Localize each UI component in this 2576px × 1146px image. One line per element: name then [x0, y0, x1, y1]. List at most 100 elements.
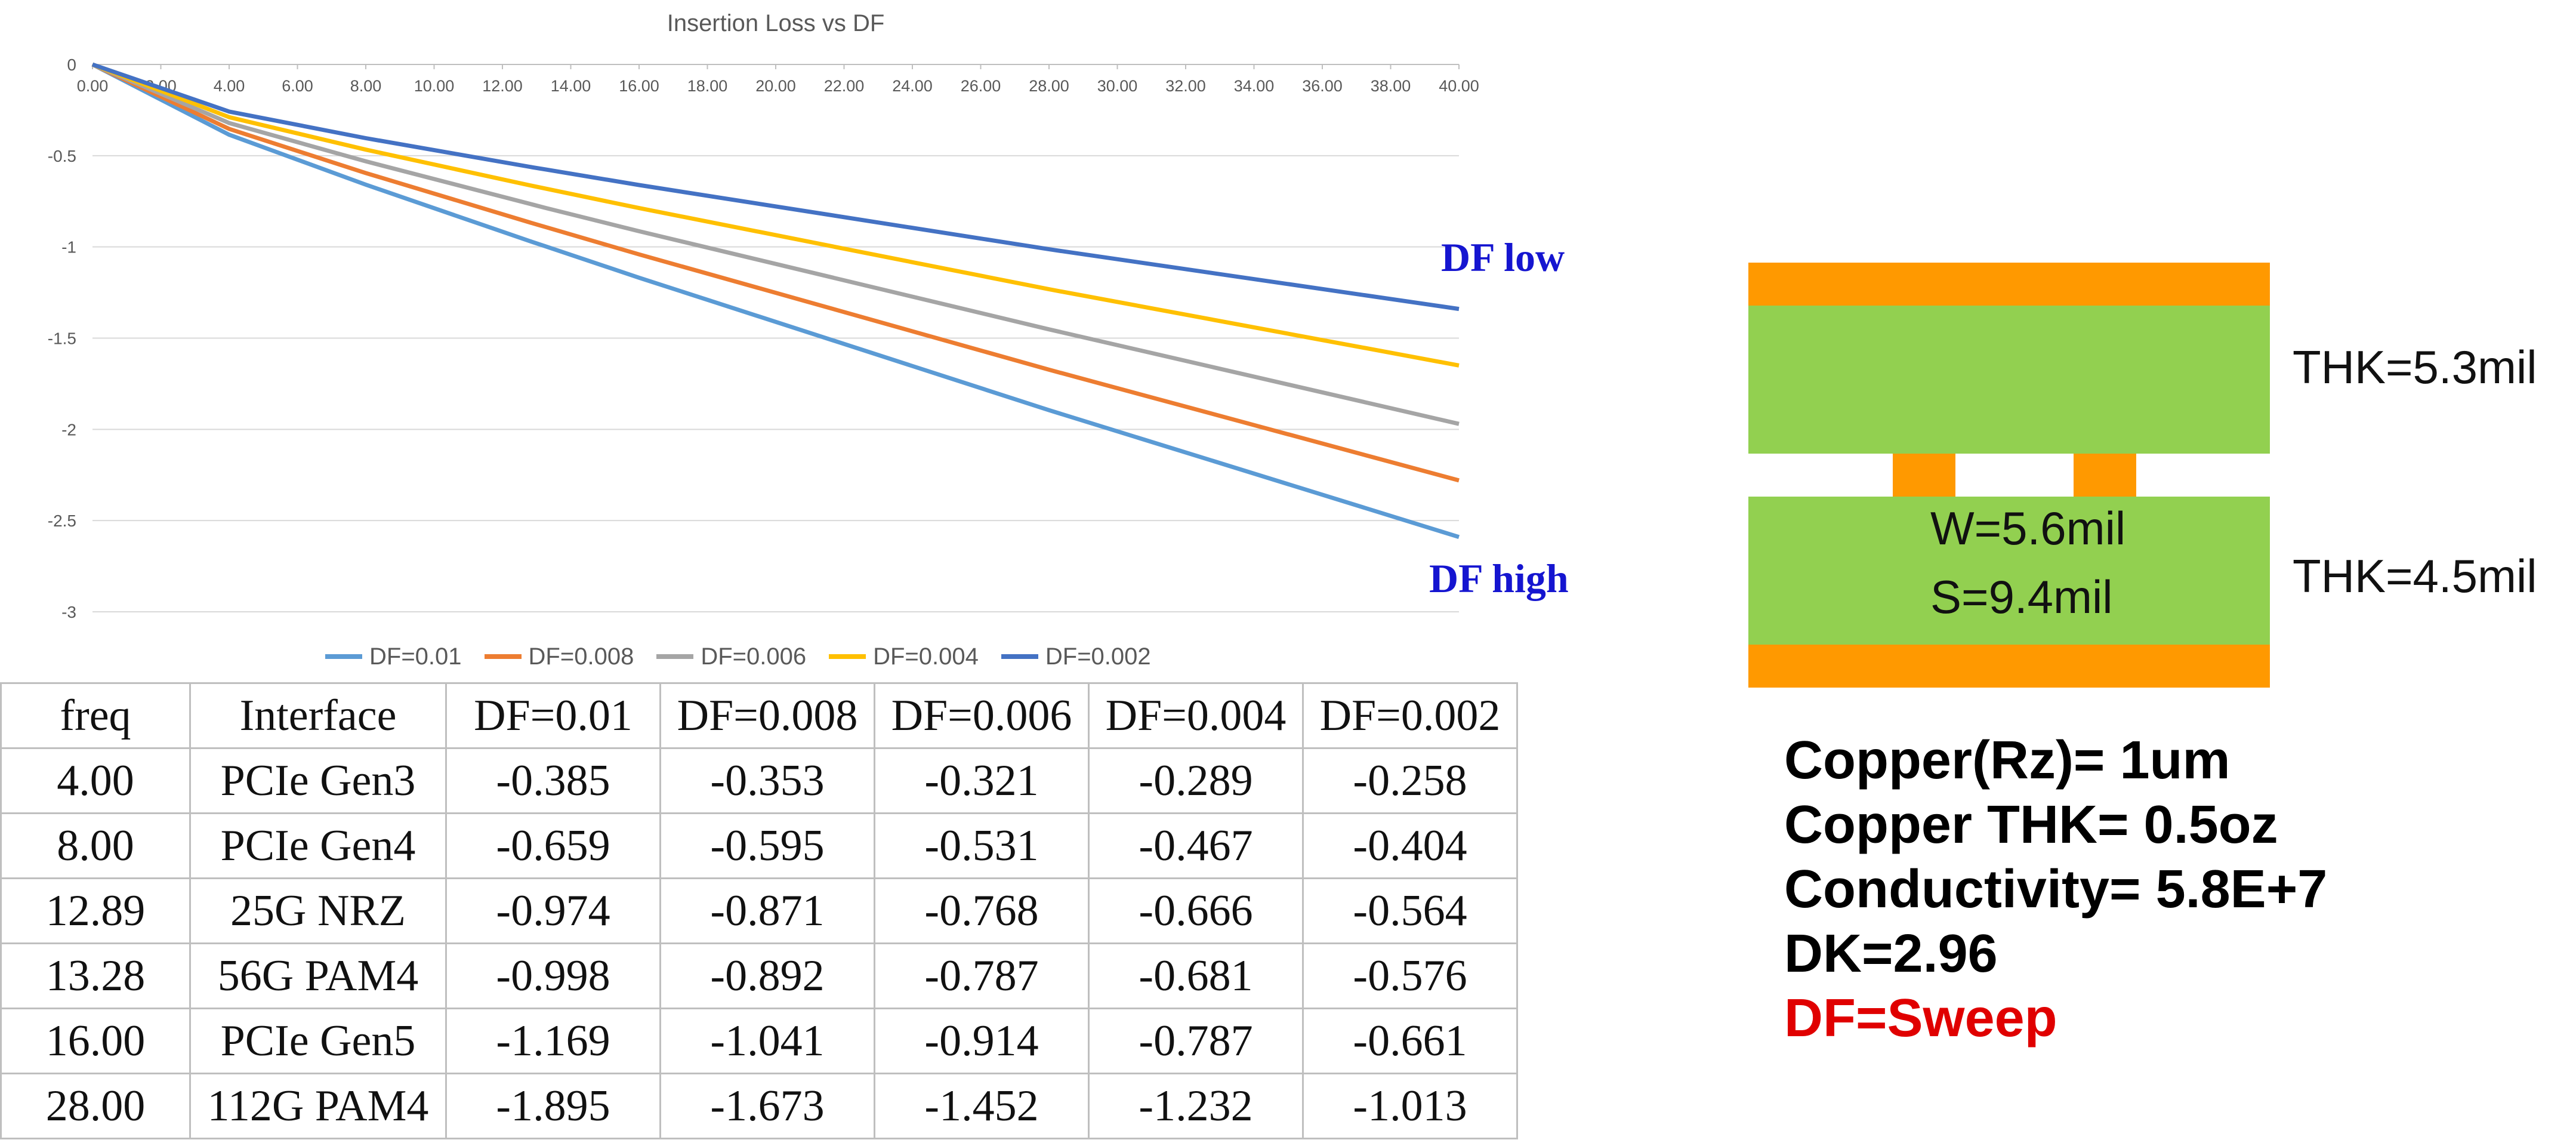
top-copper-plane [1748, 263, 2270, 306]
cell-value: -1.041 [659, 1008, 875, 1074]
y-tick-label: -1.5 [48, 329, 76, 348]
x-tick-label: 40.00 [1439, 77, 1479, 95]
cell-value: -0.385 [445, 747, 661, 814]
x-tick-label: 20.00 [755, 77, 796, 95]
legend-swatch [484, 654, 522, 659]
insertion-loss-table-panel: freq Interface DF=0.01 DF=0.008 DF=0.006… [0, 682, 1518, 1139]
x-tick-label: 36.00 [1302, 77, 1343, 95]
cell-value: -1.673 [659, 1073, 875, 1139]
x-tick-label: 26.00 [961, 77, 1001, 95]
x-tick-label: 18.00 [687, 77, 728, 95]
series-line-df-0-008 [91, 62, 1460, 483]
cell-value: -0.531 [874, 812, 1090, 879]
top-dielectric-layer [1748, 306, 2270, 454]
cell-freq: 16.00 [0, 1008, 191, 1074]
table-row: 12.89 25G NRZ -0.974 -0.871 -0.768 -0.66… [0, 877, 1518, 944]
cell-value: -0.998 [445, 942, 661, 1009]
legend-swatch [325, 654, 362, 659]
width-label: W=5.6mil [1930, 502, 2126, 554]
cell-freq: 4.00 [0, 747, 191, 814]
x-tick-label: 28.00 [1029, 77, 1069, 95]
copper-thickness: Copper THK= 0.5oz [1784, 795, 2278, 855]
cell-value: -0.768 [874, 877, 1090, 944]
header-df-0-01: DF=0.01 [445, 682, 661, 749]
header-df-0-004: DF=0.004 [1088, 682, 1304, 749]
x-tick-label: 12.00 [482, 77, 523, 95]
cell-value: -0.787 [1088, 1008, 1304, 1074]
x-tick-label: 30.00 [1097, 77, 1138, 95]
cell-value: -0.871 [659, 877, 875, 944]
x-tick-label: 6.00 [282, 77, 313, 95]
cell-freq: 13.28 [0, 942, 191, 1009]
chart-legend: DF=0.01 DF=0.008 DF=0.006 DF=0.004 DF=0.002 [325, 639, 1174, 674]
annotation-df-high: DF high [1429, 556, 1569, 601]
y-tick-label: -2.5 [48, 512, 76, 530]
bottom-copper-plane [1748, 645, 2270, 688]
y-tick-label: -0.5 [48, 147, 76, 165]
cell-value: -0.914 [874, 1008, 1090, 1074]
insertion-loss-table: freq Interface DF=0.01 DF=0.008 DF=0.006… [0, 682, 1518, 1139]
cell-value: -1.013 [1302, 1073, 1518, 1139]
cell-interface: 25G NRZ [189, 877, 447, 944]
header-freq: freq [0, 682, 191, 749]
y-tick-label: 0 [67, 56, 76, 74]
cell-value: -0.661 [1302, 1008, 1518, 1074]
top-thickness-label: THK=5.3mil [2293, 341, 2537, 393]
legend-item: DF=0.008 [484, 643, 634, 670]
x-tick-label: 0.00 [77, 77, 109, 95]
series-line-df-0-006 [91, 62, 1460, 426]
x-tick-label: 24.00 [892, 77, 933, 95]
material-properties: Copper(Rz)= 1um Copper THK= 0.5oz Conduc… [1784, 728, 2327, 1050]
series-line-df-0-01 [91, 62, 1460, 540]
table-header-row: freq Interface DF=0.01 DF=0.008 DF=0.006… [0, 682, 1518, 749]
cell-freq: 28.00 [0, 1073, 191, 1139]
cell-value: -0.353 [659, 747, 875, 814]
legend-item: DF=0.006 [656, 643, 806, 670]
legend-swatch [1001, 654, 1038, 659]
table-row: 16.00 PCIe Gen5 -1.169 -1.041 -0.914 -0.… [0, 1008, 1518, 1074]
series-line-df-0-004 [91, 62, 1460, 368]
legend-label: DF=0.002 [1045, 643, 1151, 670]
x-tick-label: 14.00 [551, 77, 591, 95]
cell-interface: PCIe Gen4 [189, 812, 447, 879]
cell-value: -1.232 [1088, 1073, 1304, 1139]
x-tick-label: 4.00 [214, 77, 245, 95]
cell-value: -0.681 [1088, 942, 1304, 1009]
chart-panel: Insertion Loss vs DF 0 -0.5 -1 -1.5 -2 -2.5 -3 0… [0, 0, 1611, 680]
legend-label: DF=0.006 [701, 643, 807, 670]
y-tick-label: -1 [61, 238, 76, 257]
legend-label: DF=0.01 [369, 643, 462, 670]
cell-value: -0.787 [874, 942, 1090, 1009]
y-tick-label: -3 [61, 603, 76, 621]
stackup-diagram: W=5.6mil S=9.4mil [1748, 263, 2273, 688]
cell-interface: PCIe Gen5 [189, 1008, 447, 1074]
cell-value: -1.452 [874, 1073, 1090, 1139]
x-tick-label: 10.00 [414, 77, 455, 95]
legend-swatch [829, 654, 866, 659]
cell-value: -0.659 [445, 812, 661, 879]
cell-interface: PCIe Gen3 [189, 747, 447, 814]
cell-value: -0.289 [1088, 747, 1304, 814]
header-df-0-008: DF=0.008 [659, 682, 875, 749]
bottom-thickness-label: THK=4.5mil [2293, 550, 2537, 602]
bottom-dielectric-layer [1748, 497, 2270, 645]
x-tick-label: 8.00 [350, 77, 382, 95]
cell-value: -0.576 [1302, 942, 1518, 1009]
table-row: 8.00 PCIe Gen4 -0.659 -0.595 -0.531 -0.4… [0, 812, 1518, 879]
legend-label: DF=0.008 [528, 643, 634, 670]
cell-value: -0.467 [1088, 812, 1304, 879]
cell-value: -0.666 [1088, 877, 1304, 944]
dissipation-factor: DF=Sweep [1784, 988, 2057, 1048]
legend-item: DF=0.002 [1001, 643, 1151, 670]
conductivity: Conductivity= 5.8E+7 [1784, 860, 2328, 919]
header-df-0-002: DF=0.002 [1302, 682, 1518, 749]
cell-freq: 8.00 [0, 812, 191, 879]
trace-right [2074, 454, 2136, 497]
legend-swatch [656, 654, 694, 659]
x-tick-label: 34.00 [1234, 77, 1275, 95]
cell-value: -0.564 [1302, 877, 1518, 944]
cell-interface: 112G PAM4 [189, 1073, 447, 1139]
cell-value: -0.321 [874, 747, 1090, 814]
table-row: 28.00 112G PAM4 -1.895 -1.673 -1.452 -1.… [0, 1073, 1518, 1139]
cell-value: -1.169 [445, 1008, 661, 1074]
